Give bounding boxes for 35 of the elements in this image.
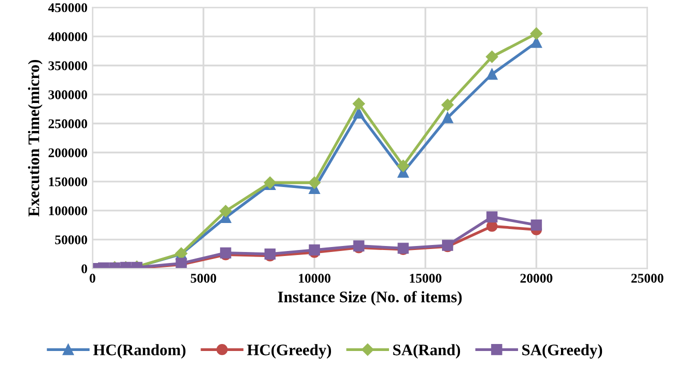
point (308, 244, 320, 256)
x-tick-label: 0 (90, 274, 96, 283)
point (530, 27, 542, 40)
point (442, 112, 454, 124)
legend-label: HC(Greedy) (247, 344, 332, 359)
y-tick-label: 150000 (49, 177, 88, 186)
point (397, 160, 410, 172)
point (220, 205, 232, 218)
y-tick-label: 250000 (48, 119, 88, 128)
point (308, 176, 321, 189)
x-tick-label: 15000 (410, 274, 442, 283)
legend-label: SA(Rand) (393, 344, 460, 359)
y-axis-title: Execution Time(micro) (28, 60, 42, 216)
point (352, 98, 365, 110)
y-tick-label: 200000 (48, 148, 88, 158)
x-tick-label: 10000 (298, 274, 330, 283)
y-tick-label: 300000 (48, 90, 88, 100)
point (486, 68, 498, 80)
y-tick-label: 0 (82, 264, 88, 274)
legend-label: SA(Greedy) (522, 344, 602, 359)
y-tick-label: 450000 (48, 3, 88, 12)
x-axis-title: Instance Size (No. of items) (278, 290, 462, 306)
point (353, 108, 364, 119)
y-tick-label: 350000 (48, 61, 88, 70)
point (441, 98, 454, 112)
legend-label: HC(Random) (93, 344, 186, 359)
x-tick-label: 25000 (631, 274, 664, 283)
y-tick-label: 100000 (49, 206, 88, 216)
point (486, 211, 498, 222)
x-tick-label: 20000 (520, 274, 552, 283)
point (486, 50, 498, 63)
x-tick-label: 5000 (190, 274, 216, 283)
point (530, 219, 542, 231)
y-tick-label: 50000 (55, 235, 88, 244)
y-tick-label: 400000 (48, 32, 88, 42)
